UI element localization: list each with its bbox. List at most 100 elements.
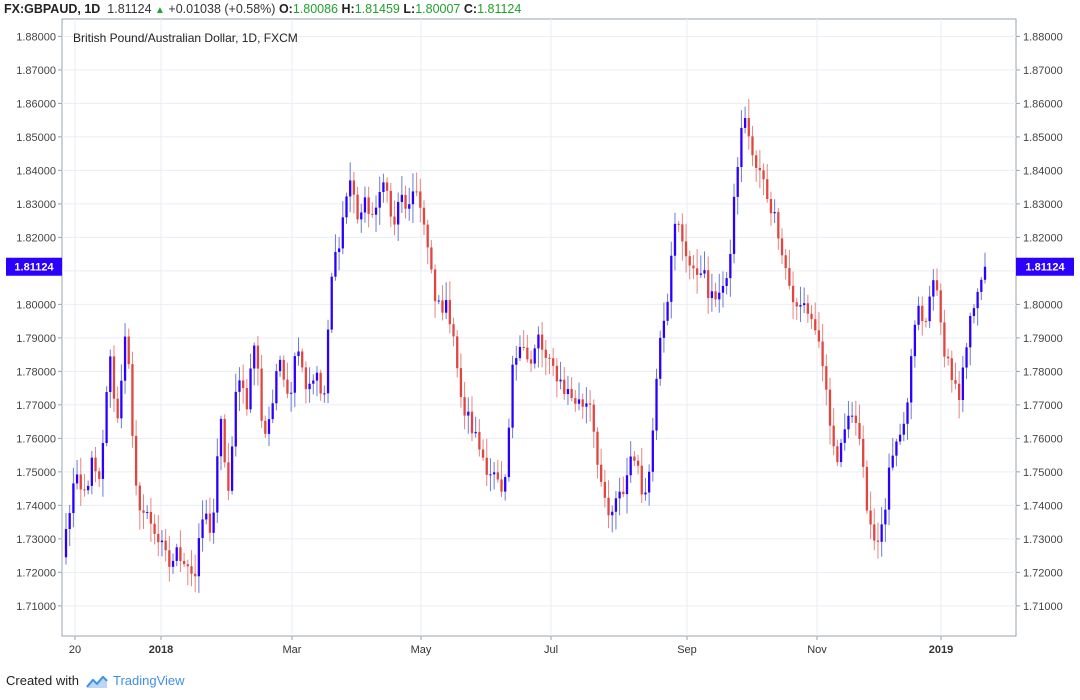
candle-body	[902, 423, 905, 435]
candle-body	[308, 383, 311, 390]
y-tick-label-left: 1.73000	[16, 534, 56, 546]
candle-body	[171, 560, 175, 567]
candle-body	[201, 519, 204, 539]
x-tick-label: 20	[69, 644, 81, 656]
candle-body	[507, 427, 511, 478]
y-tick-label-right: 1.74000	[1023, 500, 1063, 512]
high-value: 1.81459	[354, 2, 400, 16]
x-tick-label: May	[411, 644, 432, 656]
candle-body	[378, 192, 381, 208]
candle-body	[101, 442, 105, 479]
candle-body	[323, 393, 326, 395]
chart-header: FX:GBPAUD, 1D 1.81124 ▲ +0.01038 (+0.58%…	[4, 0, 521, 18]
candle-body	[238, 380, 241, 392]
candle-body	[526, 347, 529, 360]
candle-body	[164, 540, 167, 551]
price-tag-left-label: 1.81124	[14, 262, 54, 274]
candle-body	[385, 182, 389, 191]
candle-body	[205, 513, 208, 520]
chart-title: British Pound/Australian Dollar, 1D, FXC…	[73, 31, 298, 45]
low-label: L:	[403, 2, 416, 16]
candle-body	[600, 464, 603, 482]
candle-body	[142, 510, 145, 513]
candle-body	[611, 511, 614, 516]
candle-body	[755, 155, 758, 168]
candle-body	[666, 301, 669, 321]
candle-body	[83, 489, 86, 491]
candle-body	[725, 278, 728, 286]
candle-body	[865, 466, 869, 511]
candle-body	[588, 403, 592, 405]
candle-body	[197, 538, 201, 577]
candle-body	[876, 540, 880, 542]
candle-body	[518, 346, 522, 359]
candle-body	[422, 207, 426, 225]
candle-body	[397, 201, 400, 225]
candle-body	[175, 547, 178, 561]
candle-body	[64, 529, 68, 558]
candle-body	[470, 411, 474, 434]
candle-body	[943, 322, 946, 357]
candle-body	[585, 403, 588, 407]
price-tag-right-label: 1.81124	[1025, 262, 1065, 274]
candle-body	[677, 223, 680, 225]
candle-body	[304, 367, 308, 390]
candle-body	[90, 457, 93, 486]
candle-body	[260, 368, 263, 421]
y-tick-label-right: 1.71000	[1023, 601, 1063, 613]
low-value: 1.80007	[415, 2, 461, 16]
candle-body	[636, 460, 640, 466]
y-tick-label-right: 1.85000	[1023, 132, 1063, 144]
x-tick-label: Sep	[677, 644, 697, 656]
candle-body	[371, 213, 374, 215]
candle-body	[349, 180, 352, 197]
candle-body	[603, 481, 606, 498]
open-value: 1.80086	[292, 2, 339, 16]
candle-body	[810, 313, 813, 320]
candle-body	[504, 477, 507, 492]
y-tick-label-left: 1.75000	[16, 467, 56, 479]
candle-body	[459, 368, 463, 398]
candle-body	[821, 341, 824, 367]
candle-body	[419, 191, 422, 208]
x-tick-label: Jul	[544, 644, 558, 656]
candle-body	[972, 308, 976, 316]
candle-body	[485, 457, 488, 475]
candle-body	[352, 180, 356, 195]
open-label: O:	[278, 2, 293, 16]
y-tick-label-left: 1.87000	[16, 65, 56, 77]
candle-body	[249, 368, 252, 410]
candle-body	[581, 399, 584, 407]
candle-body	[330, 276, 333, 330]
y-tick-label-right: 1.88000	[1023, 31, 1063, 43]
candle-body	[570, 389, 573, 399]
candle-body	[230, 446, 234, 491]
candle-body	[969, 315, 972, 348]
candle-body	[337, 248, 341, 253]
y-tick-label-right: 1.87000	[1023, 65, 1063, 77]
candle-body	[548, 357, 551, 359]
candle-body	[743, 118, 747, 128]
candle-body	[703, 270, 706, 274]
y-tick-label-left: 1.78000	[16, 366, 56, 378]
candle-body	[843, 429, 846, 443]
candle-body	[806, 303, 809, 314]
candle-body	[496, 472, 499, 480]
candle-body	[983, 266, 987, 280]
candle-body	[120, 380, 123, 419]
interval-label: 1D	[84, 2, 101, 16]
y-tick-label-left: 1.79000	[16, 333, 56, 345]
candle-body	[766, 179, 769, 200]
candle-body	[448, 300, 451, 325]
tradingview-brand[interactable]: TradingView	[113, 673, 185, 688]
candle-body	[559, 379, 562, 382]
candle-body	[976, 291, 979, 309]
candle-body	[267, 419, 271, 434]
candle-body	[563, 379, 566, 395]
candle-body	[533, 348, 536, 364]
candle-body	[127, 336, 130, 365]
candle-body	[253, 345, 256, 369]
candle-body	[234, 391, 237, 447]
